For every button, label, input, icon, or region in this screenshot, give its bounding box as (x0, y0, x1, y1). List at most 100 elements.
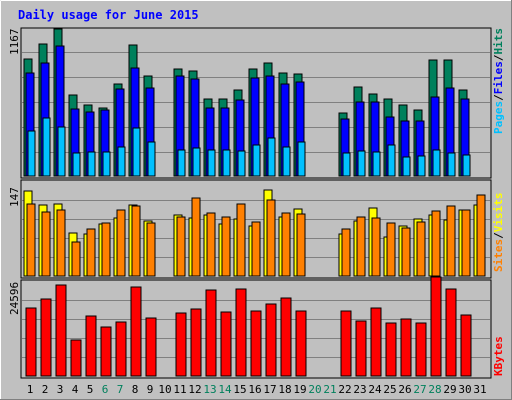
pages-bar-day-13 (207, 149, 216, 177)
kbytes-bar-day-8 (130, 286, 142, 377)
pages-bar-day-28 (432, 149, 441, 177)
kbytes-bar-day-28 (430, 276, 442, 377)
x-tick-label-day-10: 10 (158, 383, 171, 396)
sites-bar-day-31 (476, 194, 486, 277)
pages-bar-day-30 (462, 154, 471, 177)
legend-hits: Hits (492, 28, 505, 55)
x-tick-label-day-31: 31 (473, 383, 486, 396)
sites-bar-day-7 (116, 209, 126, 277)
kbytes-bar-day-25 (385, 322, 397, 377)
sites-bar-day-9 (146, 222, 156, 277)
sites-bar-day-19 (296, 213, 306, 277)
pages-bar-day-27 (417, 155, 426, 177)
x-tick-label-day-30: 30 (458, 383, 471, 396)
kbytes-bar-day-3 (55, 284, 67, 377)
kbytes-bar-day-11 (175, 312, 187, 377)
sites-bar-day-17 (266, 199, 276, 277)
pages-bar-day-6 (102, 151, 111, 177)
x-tick-label-day-19: 19 (293, 383, 306, 396)
kbytes-bar-day-26 (400, 318, 412, 377)
sites-bar-day-23 (356, 216, 366, 277)
sites-bar-day-8 (131, 205, 141, 277)
sites-bar-day-15 (236, 203, 246, 277)
pages-bar-day-14 (222, 149, 231, 177)
pages-bar-day-7 (117, 146, 126, 177)
x-tick-label-day-8: 8 (132, 383, 139, 396)
sites-bar-day-29 (446, 205, 456, 277)
kbytes-bar-day-9 (145, 317, 157, 377)
pages-bar-day-22 (342, 152, 351, 177)
pages-bar-day-5 (87, 151, 96, 177)
kbytes-bar-day-29 (445, 288, 457, 377)
pages-bar-day-24 (372, 151, 381, 177)
x-tick-label-day-21: 21 (323, 383, 336, 396)
sites-bar-day-13 (206, 212, 216, 277)
sites-bar-day-3 (56, 209, 66, 277)
pages-bar-day-9 (147, 141, 156, 177)
pages-bar-day-12 (192, 147, 201, 177)
kbytes-bar-day-2 (40, 298, 52, 377)
x-tick-label-day-9: 9 (147, 383, 154, 396)
sites-bar-day-5 (86, 228, 96, 277)
kbytes-bar-day-24 (370, 307, 382, 377)
pages-bar-day-3 (57, 126, 66, 177)
pages-bar-day-19 (297, 141, 306, 177)
sites-bar-day-14 (221, 216, 231, 277)
kbytes-bar-day-4 (70, 339, 82, 377)
legend-files: Files (492, 61, 505, 94)
x-tick-label-day-1: 1 (27, 383, 34, 396)
sites-bar-day-22 (341, 228, 351, 277)
kbytes-bar-day-12 (190, 308, 202, 377)
bottom-panel-legend: KBytes (492, 336, 505, 376)
x-tick-label-day-28: 28 (428, 383, 441, 396)
kbytes-bar-day-16 (250, 310, 262, 377)
middle-panel-legend: Sites/Visits (492, 193, 505, 273)
kbytes-bar-day-19 (295, 310, 307, 377)
pages-bar-day-29 (447, 152, 456, 177)
kbytes-bar-day-22 (340, 310, 352, 377)
sites-bar-day-24 (371, 217, 381, 277)
pages-bar-day-1 (27, 130, 36, 177)
pages-bar-day-8 (132, 127, 141, 177)
pages-bar-day-17 (267, 137, 276, 177)
kbytes-bar-day-6 (100, 326, 112, 377)
middle-panel-max-label: 147 (8, 187, 21, 207)
x-tick-label-day-14: 14 (218, 383, 232, 396)
sites-bar-day-6 (101, 222, 111, 277)
sites-bar-day-30 (461, 209, 471, 277)
pages-bar-day-18 (282, 146, 291, 177)
pages-bar-day-2 (42, 117, 51, 177)
legend-visits: Visits (492, 193, 505, 233)
kbytes-bar-day-13 (205, 289, 217, 377)
pages-bar-day-26 (402, 156, 411, 177)
kbytes-bar-day-7 (115, 321, 127, 377)
top-panel-max-label: 1167 (8, 29, 21, 56)
x-tick-label-day-23: 23 (353, 383, 366, 396)
x-tick-label-day-17: 17 (263, 383, 276, 396)
sites-bar-day-4 (71, 241, 81, 277)
legend-separator: / (492, 94, 505, 101)
x-tick-label-day-4: 4 (72, 383, 79, 396)
sites-bar-day-16 (251, 221, 261, 277)
x-tick-label-day-24: 24 (368, 383, 382, 396)
pages-bar-day-4 (72, 152, 81, 177)
bottom-panel-max-label: 24596 (8, 282, 21, 315)
legend-separator: / (492, 232, 505, 239)
x-tick-label-day-13: 13 (203, 383, 216, 396)
kbytes-bar-day-27 (415, 322, 427, 377)
x-tick-label-day-7: 7 (117, 383, 124, 396)
kbytes-bar-day-30 (460, 314, 472, 377)
x-tick-label-day-5: 5 (87, 383, 94, 396)
kbytes-bar-day-1 (25, 307, 37, 377)
x-tick-label-day-2: 2 (42, 383, 49, 396)
chart-bars (23, 28, 486, 377)
kbytes-bar-day-14 (220, 311, 232, 377)
x-tick-label-day-12: 12 (188, 383, 201, 396)
x-tick-label-day-18: 18 (278, 383, 291, 396)
x-tick-label-day-29: 29 (443, 383, 456, 396)
x-tick-label-day-11: 11 (173, 383, 186, 396)
x-tick-label-day-26: 26 (398, 383, 411, 396)
sites-bar-day-26 (401, 227, 411, 277)
x-tick-label-day-22: 22 (338, 383, 351, 396)
